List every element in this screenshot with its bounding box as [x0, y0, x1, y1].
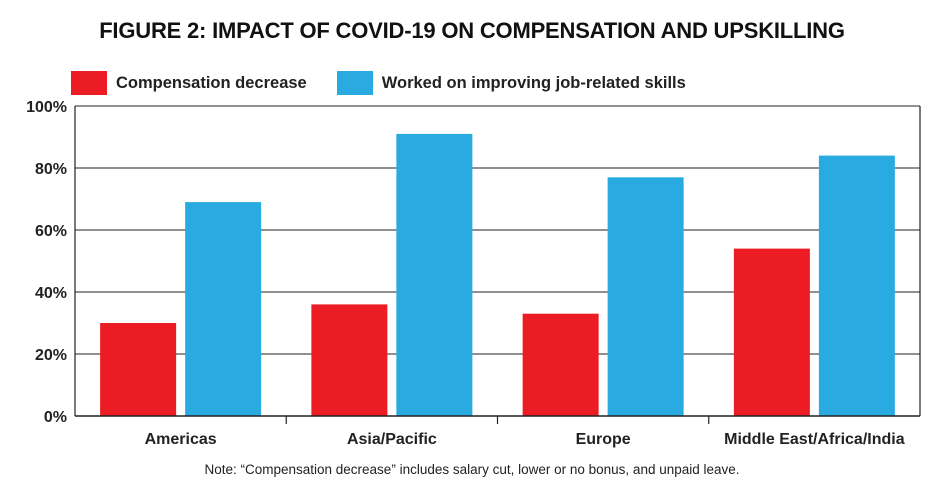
legend: Compensation decrease Worked on improvin…: [71, 71, 716, 95]
x-category-label: Europe: [576, 431, 631, 448]
bar: [607, 177, 684, 416]
chart-note: Note: “Compensation decrease” includes s…: [204, 462, 740, 477]
bar: [185, 202, 262, 416]
legend-swatch-job-skills: [336, 71, 373, 95]
bar: [396, 133, 473, 416]
chart-title: FIGURE 2: IMPACT OF COVID-19 ON COMPENSA…: [99, 18, 845, 43]
y-tick-label: 80%: [35, 161, 67, 178]
x-category-label: Middle East/Africa/India: [724, 431, 905, 448]
legend-label-job-skills: Worked on improving job-related skills: [381, 73, 686, 92]
legend-label-compensation-decrease: Compensation decrease: [116, 73, 307, 92]
y-tick-label: 40%: [35, 285, 67, 302]
x-category-label: Americas: [145, 431, 217, 448]
legend-item-compensation-decrease: Compensation decrease: [71, 71, 307, 95]
y-tick-label: 60%: [35, 223, 67, 240]
legend-item-job-skills: Worked on improving job-related skills: [336, 71, 686, 95]
bar: [818, 155, 895, 416]
y-tick-label: 20%: [35, 347, 67, 364]
bar: [733, 248, 810, 416]
bar: [100, 323, 177, 416]
y-tick-label: 0%: [44, 409, 67, 426]
bar: [311, 304, 388, 416]
legend-swatch-compensation-decrease: [71, 71, 107, 95]
y-tick-label: 100%: [26, 99, 67, 116]
bar: [522, 313, 599, 416]
x-category-label: Asia/Pacific: [347, 431, 437, 448]
